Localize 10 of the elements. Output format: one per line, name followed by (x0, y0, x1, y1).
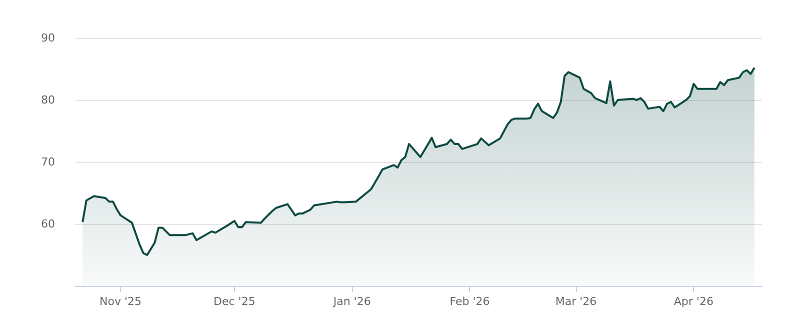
y-tick-label: 70 (41, 156, 55, 168)
y-tick-label: 80 (41, 94, 55, 106)
x-tick-label: Jan '26 (332, 295, 371, 308)
y-tick-label: 90 (41, 32, 55, 44)
x-tick-label: Nov '25 (100, 295, 142, 308)
x-tick-label: Feb '26 (450, 295, 490, 308)
x-tick-label: Apr '26 (674, 295, 714, 308)
x-tick-label: Dec '25 (214, 295, 256, 308)
x-tick-label: Mar '26 (555, 295, 597, 308)
y-tick-label: 60 (41, 218, 55, 230)
